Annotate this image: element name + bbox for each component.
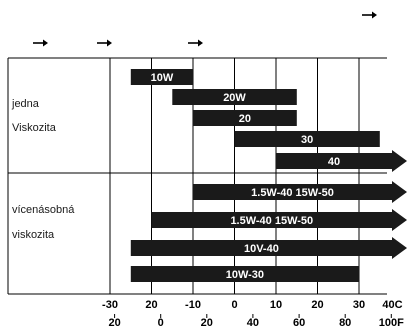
fahrenheit-tick-label: 20: [201, 317, 213, 328]
viscosity-bar: 10V-40: [130, 237, 407, 259]
group-label-single-line1: jedna: [11, 98, 40, 110]
bar-label: 20: [239, 113, 251, 125]
bar-shape: [172, 89, 297, 105]
fahrenheit-tick-label: 80: [339, 317, 351, 328]
bar-label: 10W: [151, 72, 174, 84]
celsius-tick-label: 30: [353, 299, 365, 311]
fahrenheit-tick-label: 60: [293, 317, 305, 328]
viscosity-bar: 1.5W-40 15W-50: [151, 209, 407, 231]
group-label-multi-line2: viskozita: [12, 229, 55, 241]
arrow-right-icon: [362, 11, 377, 19]
group-label-single-line2: Viskozita: [12, 122, 57, 134]
celsius-tick-label: 0: [231, 299, 237, 311]
viscosity-bar: 10W: [130, 69, 194, 85]
bar-label: 10W-30: [226, 269, 264, 281]
chart-frame: [7, 57, 387, 295]
arrow-right-icon: [33, 39, 48, 47]
bar-shape: [151, 209, 407, 231]
viscosity-bar: 20W: [172, 89, 297, 105]
bar-shape: [130, 69, 194, 85]
decorative-arrows: [33, 11, 377, 47]
bar-shape: [130, 237, 407, 259]
bar-shape: [276, 150, 407, 172]
viscosity-bars: 10W 20W 20 30 40 1.5W-40 15W-50 1.5W-40 15W-50…: [130, 69, 407, 282]
bar-label: 30: [301, 134, 313, 146]
bar-shape: [193, 110, 297, 126]
bar-shape: [193, 181, 407, 203]
celsius-tick-label: -10: [185, 299, 201, 311]
fahrenheit-tick-label: 40: [247, 317, 259, 328]
viscosity-bar: 20: [193, 110, 297, 126]
bar-label: 20W: [223, 92, 246, 104]
bar-label: 1.5W-40 15W-50: [251, 187, 334, 199]
celsius-tick-label: -30: [102, 299, 118, 311]
bar-label: 1.5W-40 15W-50: [230, 215, 313, 227]
group-label-multi-line1: vícenásobná: [12, 204, 75, 216]
celsius-tick-label: 10: [270, 299, 282, 311]
viscosity-bar: 1.5W-40 15W-50: [193, 181, 407, 203]
bar-label: 40: [328, 156, 340, 168]
bar-shape: [130, 266, 360, 282]
bar-shape: [234, 131, 380, 147]
fahrenheit-tick-label: 0: [158, 317, 164, 328]
celsius-tick-label: 40C: [382, 299, 402, 311]
viscosity-bar: 40: [276, 150, 407, 172]
bar-label: 10V-40: [244, 243, 279, 255]
fahrenheit-tick-label: 100F: [379, 317, 404, 328]
arrow-right-icon: [97, 39, 112, 47]
viscosity-bar: 10W-30: [130, 266, 360, 282]
viscosity-bar: 30: [234, 131, 380, 147]
group-labels: jedna Viskozita vícenásobná viskozita: [11, 98, 75, 241]
fahrenheit-tick-label: 20: [108, 317, 120, 328]
arrow-right-icon: [188, 39, 203, 47]
celsius-tick-label: 20: [145, 299, 157, 311]
celsius-tick-label: 20: [311, 299, 323, 311]
